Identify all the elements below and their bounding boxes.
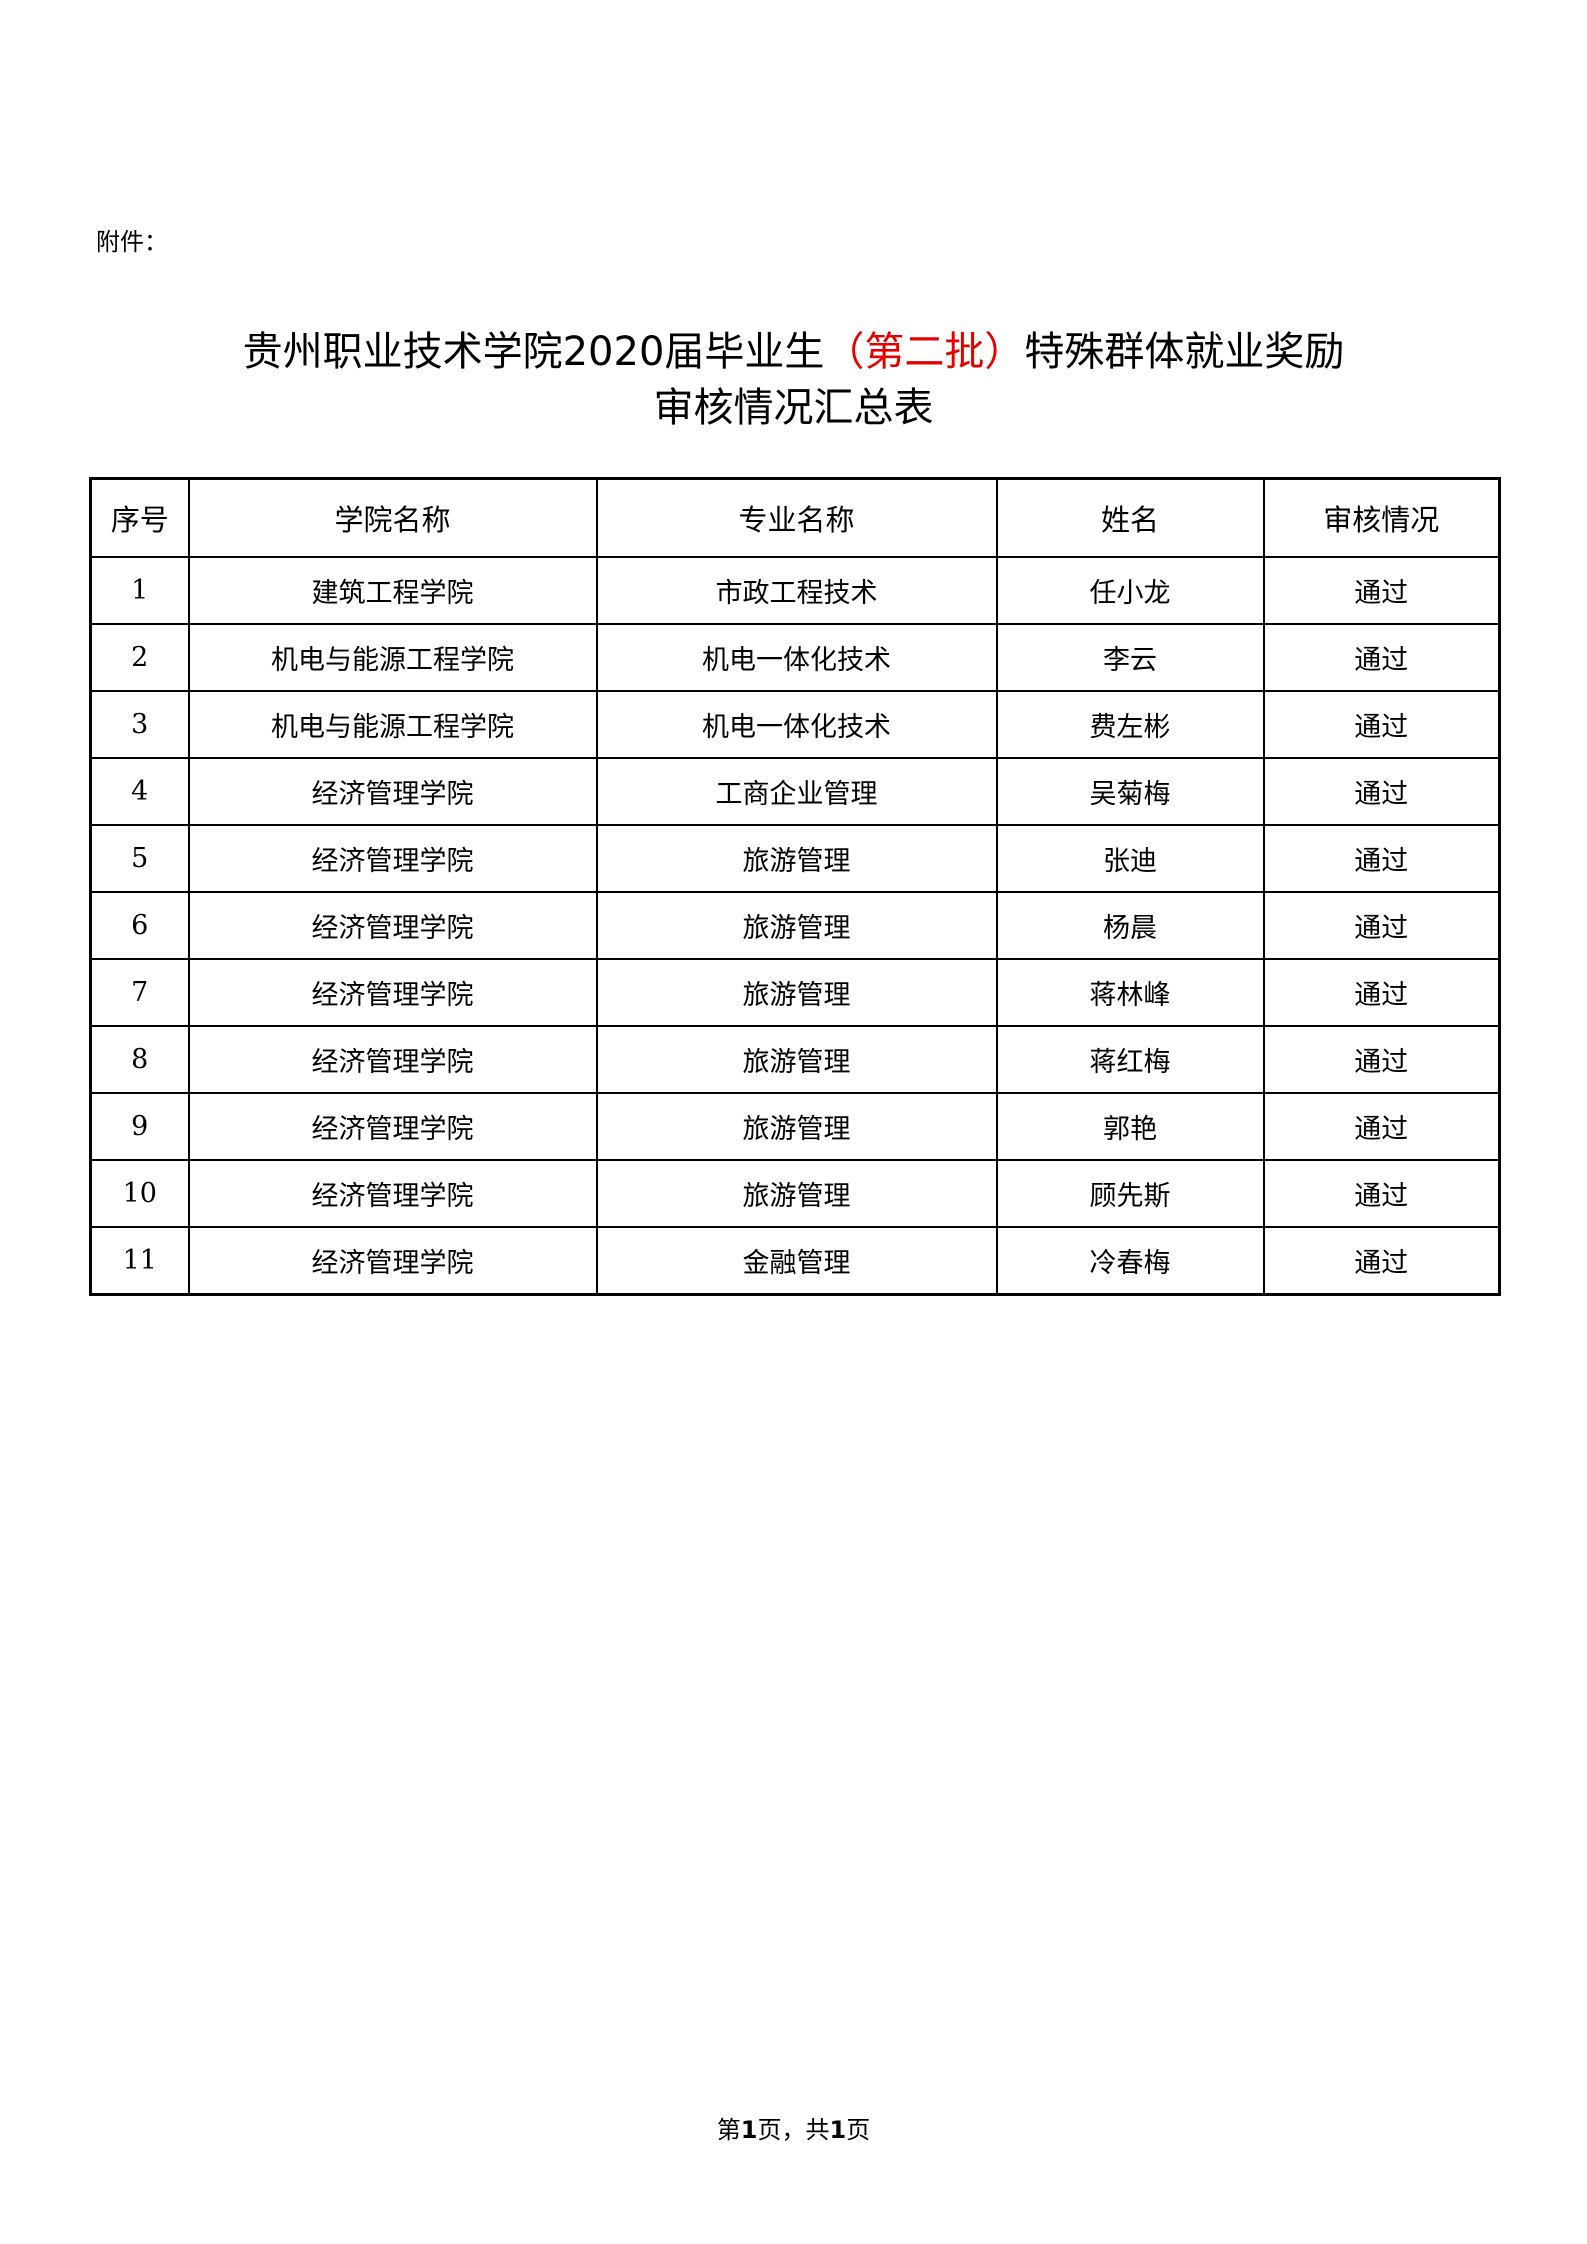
table-row: 3 机电与能源工程学院 机电一体化技术 费左彬 通过 — [89, 690, 1501, 759]
footer-suffix: 页 — [846, 2116, 871, 2144]
cell-index: 11 — [89, 1226, 190, 1296]
cell-name: 吴菊梅 — [995, 757, 1265, 826]
cell-index: 9 — [89, 1092, 190, 1161]
cell-college: 经济管理学院 — [187, 1226, 598, 1296]
cell-major: 旅游管理 — [595, 1025, 998, 1094]
cell-name: 冷春梅 — [995, 1226, 1265, 1296]
title-part1: 贵州职业技术学院2020届毕业生 — [242, 329, 825, 375]
cell-college: 机电与能源工程学院 — [187, 690, 598, 759]
cell-college: 经济管理学院 — [187, 958, 598, 1027]
table-row: 11 经济管理学院 金融管理 冷春梅 通过 — [89, 1226, 1501, 1296]
cell-college: 经济管理学院 — [187, 1159, 598, 1228]
cell-index: 3 — [89, 690, 190, 759]
table-row: 5 经济管理学院 旅游管理 张迪 通过 — [89, 824, 1501, 893]
footer-total: 1 — [829, 2116, 847, 2144]
cell-index: 7 — [89, 958, 190, 1027]
table-row: 7 经济管理学院 旅游管理 蒋林峰 通过 — [89, 958, 1501, 1027]
footer-mid: 页，共 — [757, 2116, 830, 2144]
cell-major: 旅游管理 — [595, 1159, 998, 1228]
cell-name: 顾先斯 — [995, 1159, 1265, 1228]
cell-name: 蒋红梅 — [995, 1025, 1265, 1094]
cell-college: 机电与能源工程学院 — [187, 623, 598, 692]
cell-college: 经济管理学院 — [187, 757, 598, 826]
document-subtitle: 审核情况汇总表 — [653, 385, 934, 431]
cell-index: 8 — [89, 1025, 190, 1094]
cell-major: 旅游管理 — [595, 824, 998, 893]
table-row: 8 经济管理学院 旅游管理 蒋红梅 通过 — [89, 1025, 1501, 1094]
cell-major: 旅游管理 — [595, 891, 998, 960]
header-major: 专业名称 — [595, 477, 998, 558]
cell-status: 通过 — [1262, 824, 1501, 893]
cell-name: 张迪 — [995, 824, 1265, 893]
cell-index: 6 — [89, 891, 190, 960]
table-row: 6 经济管理学院 旅游管理 杨晨 通过 — [89, 891, 1501, 960]
cell-status: 通过 — [1262, 623, 1501, 692]
table-row: 10 经济管理学院 旅游管理 顾先斯 通过 — [89, 1159, 1501, 1228]
cell-name: 杨晨 — [995, 891, 1265, 960]
cell-index: 2 — [89, 623, 190, 692]
document-title: 贵州职业技术学院2020届毕业生（第二批）特殊群体就业奖励 — [0, 324, 1587, 380]
table-row: 4 经济管理学院 工商企业管理 吴菊梅 通过 — [89, 757, 1501, 826]
cell-status: 通过 — [1262, 958, 1501, 1027]
cell-college: 经济管理学院 — [187, 1092, 598, 1161]
cell-college: 经济管理学院 — [187, 824, 598, 893]
title-part2: 特殊群体就业奖励 — [1024, 329, 1345, 375]
table-row: 1 建筑工程学院 市政工程技术 任小龙 通过 — [89, 556, 1501, 625]
cell-status: 通过 — [1262, 1025, 1501, 1094]
cell-index: 1 — [89, 556, 190, 625]
cell-name: 李云 — [995, 623, 1265, 692]
table-row: 2 机电与能源工程学院 机电一体化技术 李云 通过 — [89, 623, 1501, 692]
cell-status: 通过 — [1262, 556, 1501, 625]
title-batch: （第二批） — [824, 329, 1025, 375]
cell-name: 蒋林峰 — [995, 958, 1265, 1027]
table-header-row: 序号 学院名称 专业名称 姓名 审核情况 — [89, 477, 1501, 558]
header-status: 审核情况 — [1262, 477, 1501, 558]
cell-name: 费左彬 — [995, 690, 1265, 759]
cell-major: 市政工程技术 — [595, 556, 998, 625]
header-index: 序号 — [89, 477, 190, 558]
cell-index: 5 — [89, 824, 190, 893]
footer-prefix: 第 — [716, 2116, 741, 2144]
footer-page: 1 — [740, 2116, 758, 2144]
cell-name: 郭艳 — [995, 1092, 1265, 1161]
cell-status: 通过 — [1262, 757, 1501, 826]
header-college: 学院名称 — [187, 477, 598, 558]
cell-college: 经济管理学院 — [187, 1025, 598, 1094]
attachment-label: 附件： — [96, 228, 168, 256]
review-table: 序号 学院名称 专业名称 姓名 审核情况 1 建筑工程学院 市政工程技术 任小龙 通过 2 机电与能… — [89, 477, 1501, 1296]
page-footer: 第1页，共1页 — [0, 2110, 1587, 2145]
table-row: 9 经济管理学院 旅游管理 郭艳 通过 — [89, 1092, 1501, 1161]
cell-status: 通过 — [1262, 1092, 1501, 1161]
cell-major: 机电一体化技术 — [595, 690, 998, 759]
cell-college: 建筑工程学院 — [187, 556, 598, 625]
cell-index: 10 — [89, 1159, 190, 1228]
cell-major: 金融管理 — [595, 1226, 998, 1296]
cell-status: 通过 — [1262, 690, 1501, 759]
cell-status: 通过 — [1262, 1226, 1501, 1296]
cell-major: 工商企业管理 — [595, 757, 998, 826]
cell-major: 旅游管理 — [595, 1092, 998, 1161]
cell-major: 旅游管理 — [595, 958, 998, 1027]
cell-major: 机电一体化技术 — [595, 623, 998, 692]
cell-name: 任小龙 — [995, 556, 1265, 625]
header-name: 姓名 — [995, 477, 1265, 558]
cell-status: 通过 — [1262, 891, 1501, 960]
cell-status: 通过 — [1262, 1159, 1501, 1228]
cell-college: 经济管理学院 — [187, 891, 598, 960]
cell-index: 4 — [89, 757, 190, 826]
